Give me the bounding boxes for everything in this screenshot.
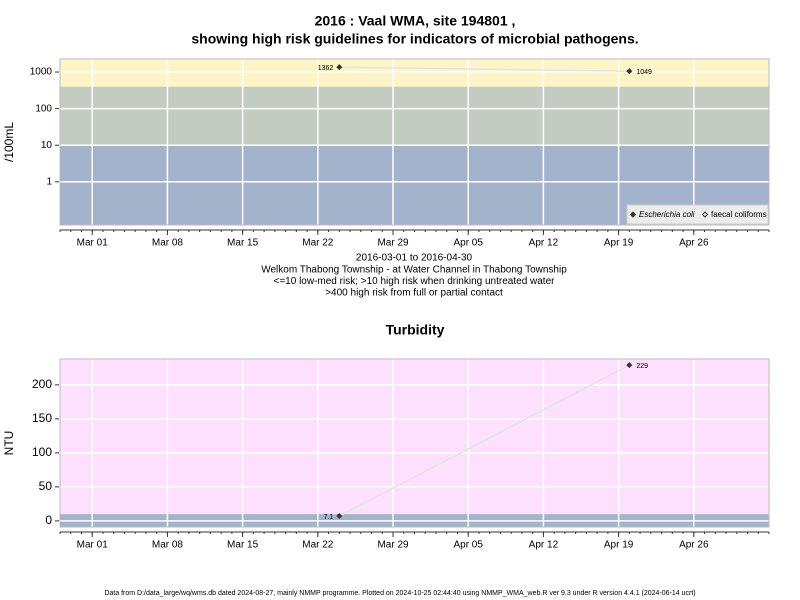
y-tick-label: 150 bbox=[32, 411, 52, 425]
value-label: 229 bbox=[636, 363, 648, 370]
data-point bbox=[336, 513, 343, 520]
y-tick-label: 10 bbox=[41, 140, 53, 151]
risk-band bbox=[60, 86, 769, 146]
note: >400 high risk from full or partial cont… bbox=[325, 288, 503, 299]
legend: Escherichia coli faecal coliforms bbox=[626, 204, 769, 225]
value-label: 1362 bbox=[318, 65, 334, 72]
value-label: 7.1 bbox=[324, 514, 334, 521]
series-line bbox=[339, 66, 630, 73]
x-tick-label: Apr 12 bbox=[529, 238, 559, 249]
chart-title: showing high risk guidelines for indicat… bbox=[191, 31, 638, 47]
x-tick-label: Mar 08 bbox=[152, 238, 184, 249]
plot-frame bbox=[59, 358, 770, 528]
x-tick-label: Apr 05 bbox=[453, 238, 483, 249]
note: Welkom Thabong Township - at Water Chann… bbox=[261, 264, 567, 275]
plot-frame bbox=[59, 58, 770, 226]
chart-title: 2016 : Vaal WMA, site 194801 , bbox=[315, 13, 516, 29]
x-tick-label: Mar 15 bbox=[227, 238, 259, 249]
y-tick-label: 100 bbox=[35, 103, 52, 114]
data-point bbox=[336, 64, 343, 71]
legend-symbol bbox=[629, 211, 637, 218]
legend-box bbox=[626, 204, 769, 225]
risk-band bbox=[60, 59, 769, 87]
y-tick-label: 1000 bbox=[30, 67, 53, 78]
y-tick-label: 1 bbox=[46, 176, 52, 187]
legend-label: Escherichia coli bbox=[639, 210, 695, 219]
y-tick-label: 200 bbox=[32, 377, 52, 391]
risk-band bbox=[60, 359, 769, 515]
x-tick-label: Mar 01 bbox=[77, 238, 109, 249]
chart-title: Turbidity bbox=[386, 322, 445, 338]
x-tick-label: Mar 29 bbox=[377, 540, 409, 551]
x-tick-label: Mar 22 bbox=[302, 540, 334, 551]
data-point bbox=[626, 68, 633, 75]
x-tick-label: Apr 12 bbox=[529, 540, 559, 551]
x-tick-label: Mar 15 bbox=[227, 540, 259, 551]
y-axis-label: /100mL bbox=[2, 122, 16, 162]
legend-symbol bbox=[701, 211, 709, 218]
x-tick-label: Apr 26 bbox=[679, 540, 709, 551]
footer: Data from D:/data_large/wq/wms.db dated … bbox=[104, 590, 695, 597]
x-tick-label: Apr 19 bbox=[604, 540, 634, 551]
y-tick-label: 50 bbox=[39, 479, 53, 493]
x-tick-label: Mar 29 bbox=[377, 238, 409, 249]
value-label: 1049 bbox=[636, 69, 652, 76]
x-tick-label: Apr 26 bbox=[679, 238, 709, 249]
series-line bbox=[338, 364, 630, 517]
legend-label: faecal coliforms bbox=[711, 210, 767, 219]
y-tick-label: 0 bbox=[45, 513, 52, 527]
x-tick-label: Apr 05 bbox=[453, 540, 483, 551]
note: 2016-03-01 to 2016-04-30 bbox=[356, 253, 473, 264]
x-tick-label: Mar 22 bbox=[302, 238, 334, 249]
x-tick-label: Mar 08 bbox=[152, 540, 184, 551]
x-tick-label: Mar 01 bbox=[77, 540, 109, 551]
data-point bbox=[626, 362, 633, 369]
y-tick-label: 100 bbox=[32, 445, 52, 459]
y-axis-label: NTU bbox=[2, 431, 16, 456]
note: <=10 low-med risk; >10 high risk when dr… bbox=[274, 276, 556, 287]
x-tick-label: Apr 19 bbox=[604, 238, 634, 249]
